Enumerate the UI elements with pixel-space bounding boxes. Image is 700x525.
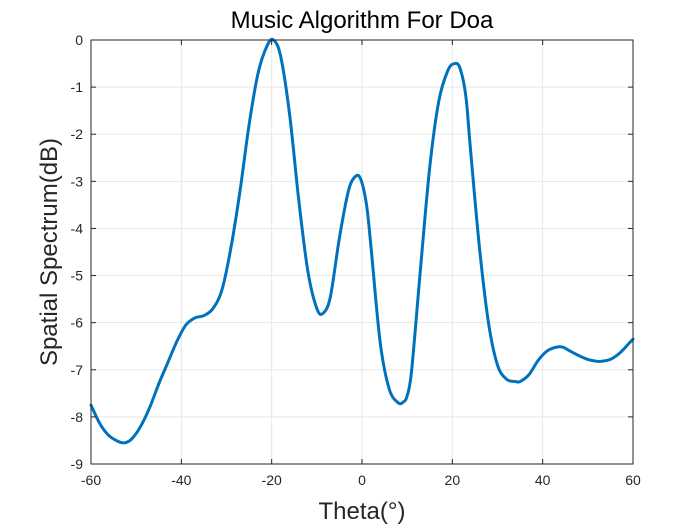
y-tick-label: 0	[75, 32, 83, 48]
y-tick-label: -4	[71, 220, 84, 236]
x-tick-label: -20	[262, 472, 282, 488]
x-tick-label: 40	[535, 472, 551, 488]
y-tick-label: -5	[71, 268, 84, 284]
x-tick-label: 0	[358, 472, 366, 488]
x-axis-title: Theta(°)	[319, 498, 406, 525]
y-tick-label: -6	[71, 315, 84, 331]
series-line	[89, 37, 635, 445]
x-tick-label: -40	[171, 472, 191, 488]
y-tick-label: -2	[71, 126, 84, 142]
y-tick-label: -9	[71, 456, 84, 472]
chart-title: Music Algorithm For Doa	[231, 7, 494, 34]
x-tick-label: 60	[625, 472, 641, 488]
y-tick-label: -3	[71, 173, 84, 189]
y-tick-label: -8	[71, 409, 84, 425]
y-tick-label: -1	[71, 79, 84, 95]
y-tick-label: -7	[71, 362, 84, 378]
ticks: -60 -40 -20 0 20 40 60 0 -1 -2 -3 -4 -5 -6 -7 -8 -9	[71, 32, 641, 488]
x-tick-label: -60	[81, 472, 101, 488]
x-tick-label: 20	[445, 472, 461, 488]
y-axis-title: Spatial Spectrum(dB)	[36, 138, 63, 366]
